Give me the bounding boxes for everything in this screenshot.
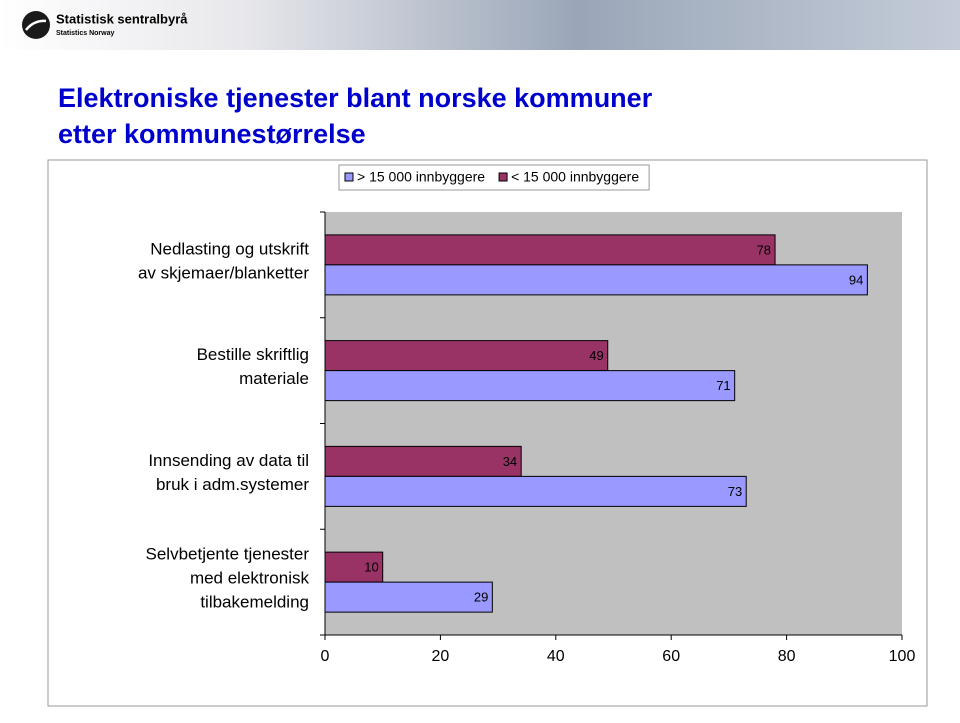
legend-swatch [344, 172, 354, 182]
bar [324, 581, 493, 613]
x-tick-label: 40 [547, 648, 565, 665]
x-tick-label: 0 [321, 648, 330, 665]
bar [324, 475, 747, 507]
header-banner [0, 0, 960, 50]
logo-icon [22, 11, 50, 39]
logo-subtitle: Statistics Norway [56, 30, 114, 37]
value-label: 34 [503, 454, 517, 469]
logo-icon-mark [25, 19, 47, 31]
legend-label: > 15 000 innbyggere [357, 169, 485, 185]
value-label: 71 [716, 378, 730, 393]
title-line: etter kommunestørrelse [58, 119, 366, 149]
x-tick-label: 60 [662, 648, 680, 665]
value-label: 78 [757, 242, 771, 257]
category-label: Innsending av data til [148, 451, 309, 470]
legend-swatch [498, 172, 508, 182]
bar [324, 264, 868, 296]
category-label: av skjemaer/blanketter [138, 263, 309, 282]
bar [324, 340, 609, 372]
category-label: Bestille skriftlig [197, 345, 309, 364]
category-label: med elektronisk [190, 569, 310, 588]
category-label: Nedlasting og utskrift [150, 239, 309, 258]
category-label: materiale [239, 369, 309, 388]
bar [324, 370, 736, 402]
logo-name: Statistisk sentralbyrå [56, 11, 188, 26]
bar [324, 445, 522, 477]
value-label: 49 [589, 348, 603, 363]
category-label: Selvbetjente tjenester [146, 545, 310, 564]
value-label: 29 [474, 590, 488, 605]
value-label: 94 [849, 272, 863, 287]
value-label: 73 [728, 484, 742, 499]
x-tick-label: 100 [889, 648, 916, 665]
legend-label: < 15 000 innbyggere [511, 169, 639, 185]
legend-box [338, 164, 650, 191]
bar [324, 551, 384, 583]
value-label: 10 [364, 560, 378, 575]
category-label: tilbakemelding [200, 593, 309, 612]
bar [324, 234, 776, 266]
title-line: Elektroniske tjenester blant norske komm… [58, 83, 653, 113]
category-label: bruk i adm.systemer [156, 475, 309, 494]
x-tick-label: 20 [432, 648, 450, 665]
x-tick-label: 80 [778, 648, 796, 665]
